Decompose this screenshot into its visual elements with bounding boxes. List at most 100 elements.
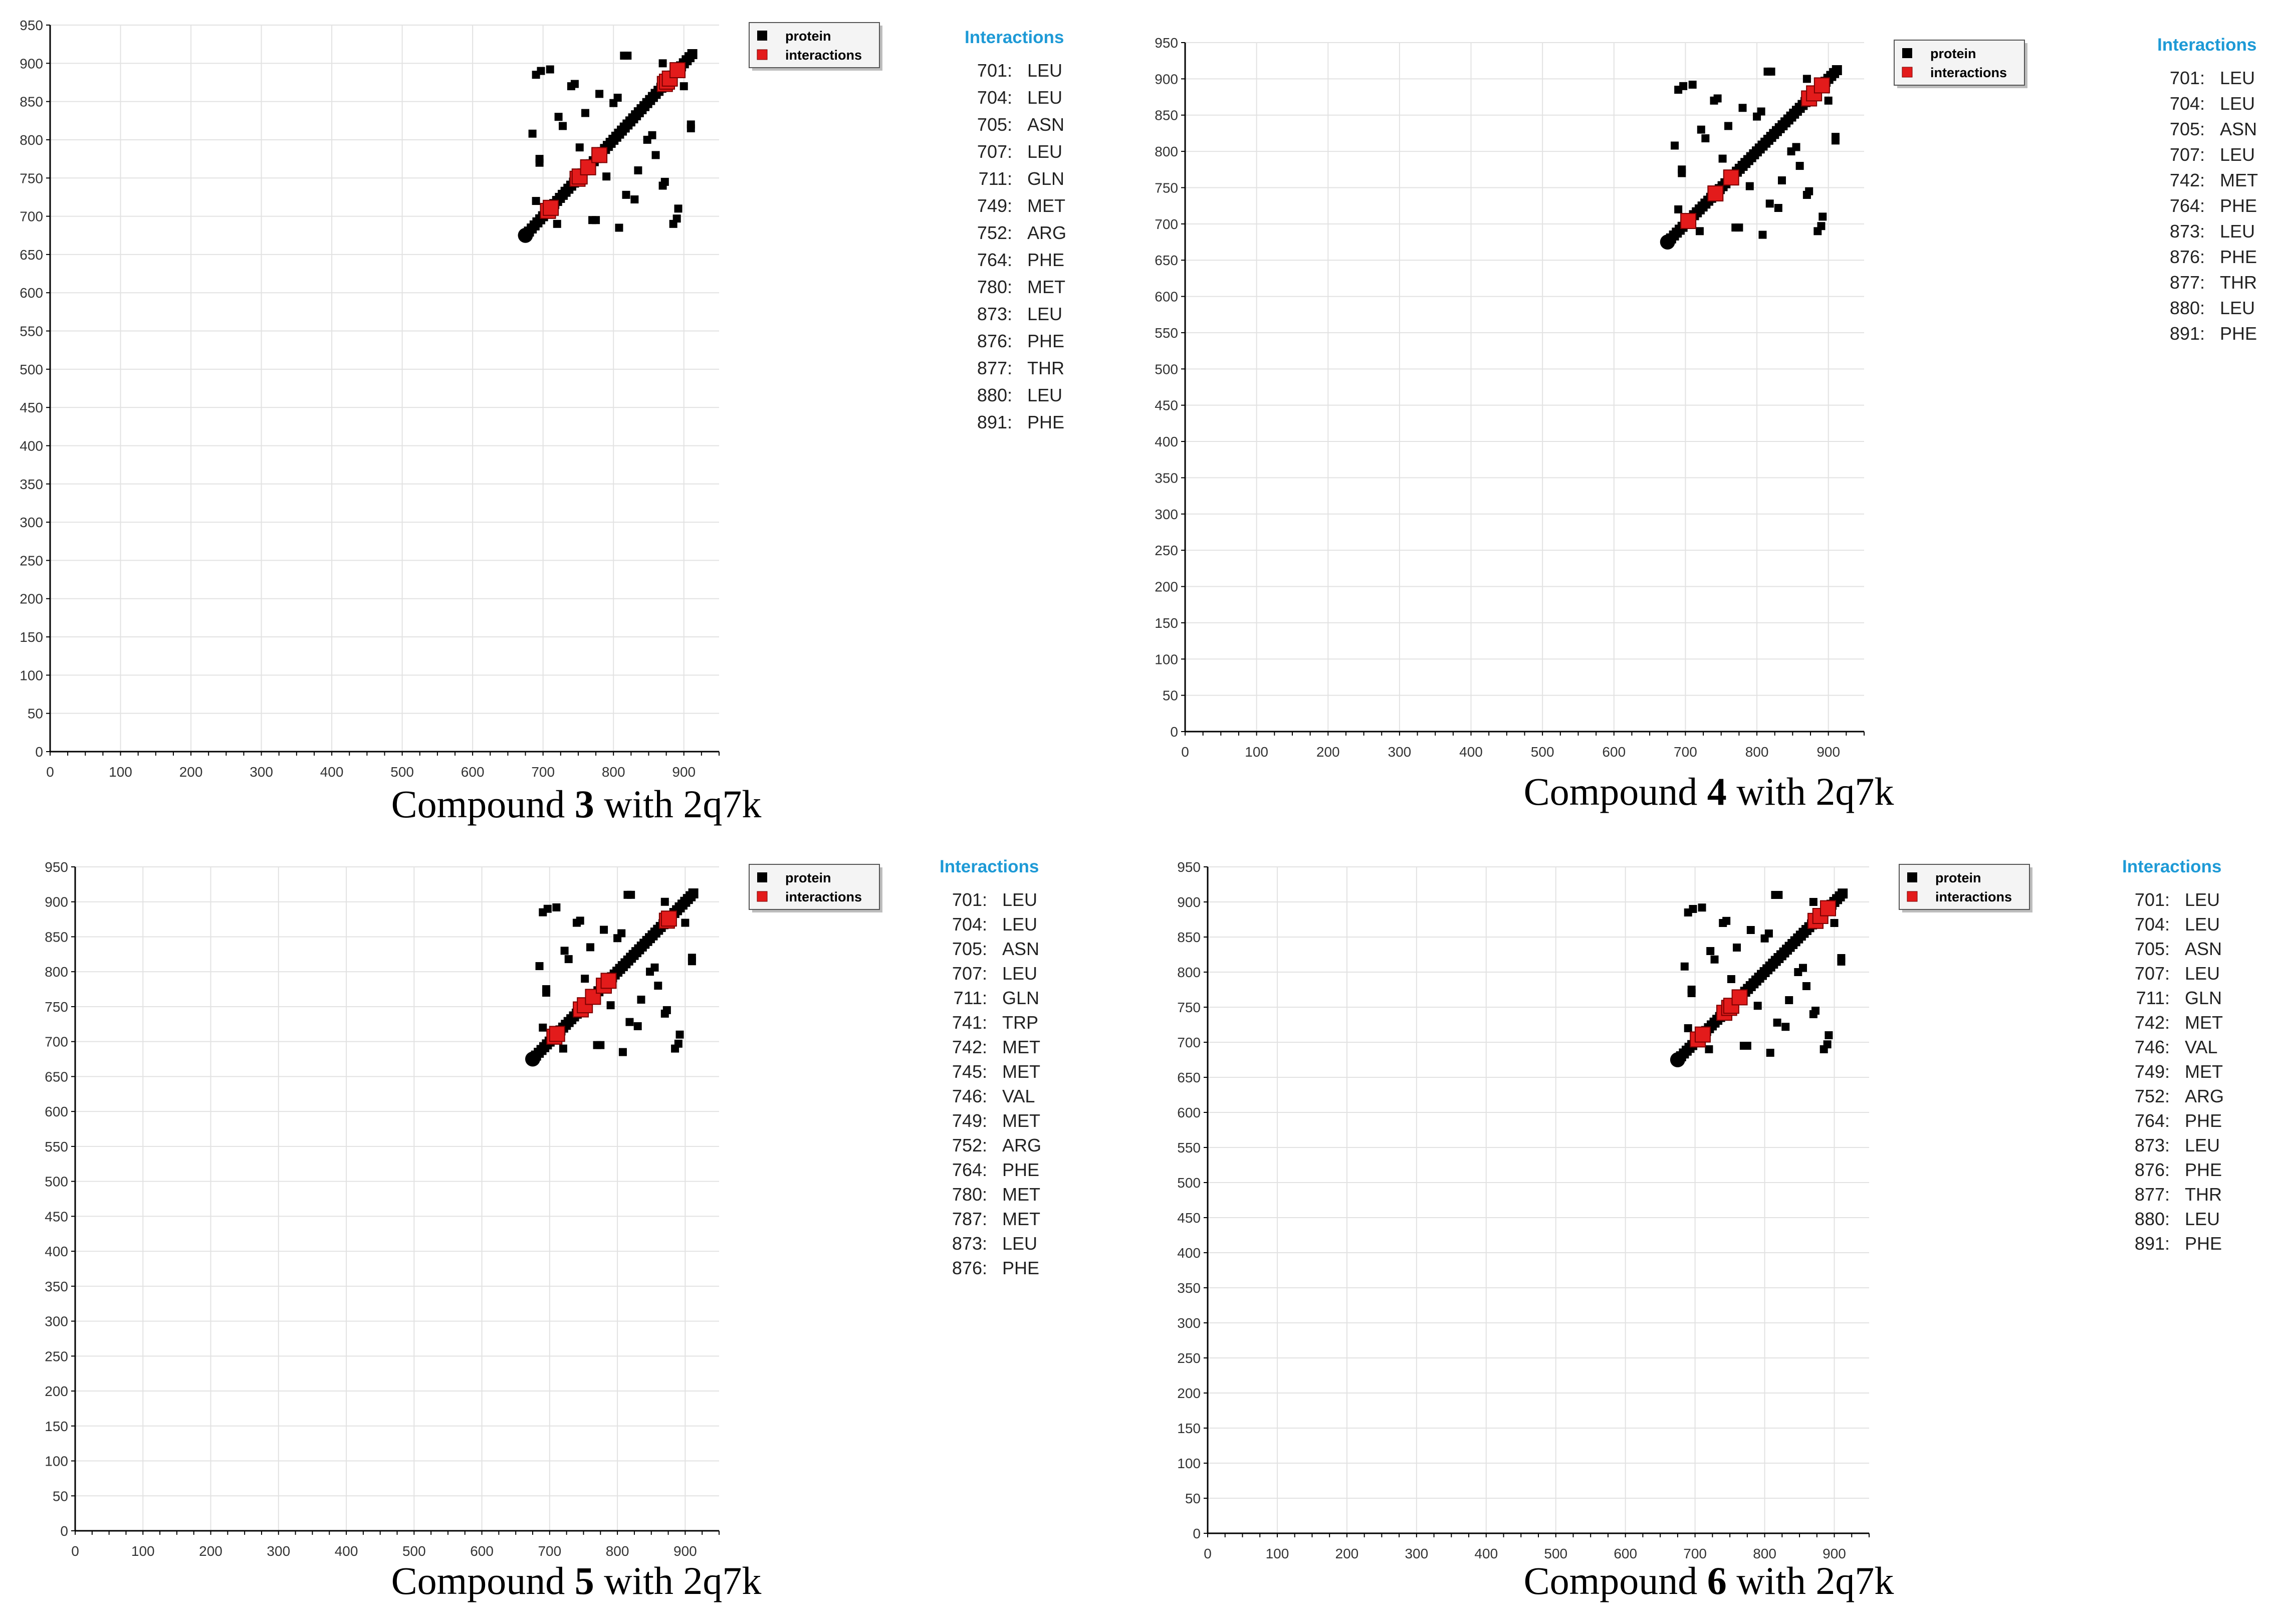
residue-name: LEU [1002,963,1038,984]
interaction-row: 704: LEU [2117,914,2220,935]
y-tick-label: 650 [45,1069,68,1084]
residue-number: 705: [977,114,1012,135]
protein-point [646,968,654,976]
protein-point [615,223,623,232]
residue-number: 876: [977,331,1012,351]
protein-point [1773,1018,1781,1027]
residue-name: MET [1027,277,1065,297]
interaction-row: 746: VAL [2117,1037,2217,1058]
y-tick-label: 300 [1155,507,1178,522]
interaction-row: 745: MET [935,1061,1040,1082]
y-tick-label: 0 [60,1523,68,1539]
x-tick-label: 200 [1335,1546,1359,1561]
x-tick-label: 100 [1245,744,1268,760]
x-tick-label: 300 [1405,1546,1428,1561]
protein-point [679,82,688,91]
residue-name: LEU [1027,141,1063,162]
interaction-point [1723,169,1739,186]
residue-number: 764: [2169,195,2205,216]
y-tick-label: 950 [45,859,68,875]
chart-panel-2: 0 100 200 300 400 500 600 700 800 900 0 50 100 150 200… [1148,30,2258,813]
protein-point [622,190,630,199]
protein-point [623,52,632,60]
legend-swatch-interactions [757,891,768,902]
protein-point [559,1044,567,1053]
interaction-point [591,147,608,163]
interaction-row: 707: LEU [2152,144,2255,165]
protein-point [537,67,545,75]
residue-number: 876: [2169,247,2205,267]
residue-number: 701: [952,889,987,910]
legend: protein interactions [1899,864,2032,912]
protein-point [627,890,635,899]
interaction-row: 749: MET [960,195,1065,216]
protein-point [1701,134,1710,143]
y-tick-label: 150 [45,1419,68,1434]
protein-point [1679,82,1688,90]
residue-number: 877: [977,358,1012,378]
x-tick-label: 700 [1674,744,1697,760]
protein-point [1671,141,1679,150]
protein-point [651,151,660,159]
residue-name: PHE [1027,331,1065,351]
interaction-row: 873: LEU [935,1233,1037,1254]
legend-label-protein: protein [785,870,831,885]
residue-name: LEU [2185,914,2220,935]
residue-number: 764: [2134,1110,2170,1131]
interaction-row: 764: PHE [960,250,1064,271]
protein-point [586,943,594,952]
residue-number: 742: [2169,170,2205,190]
y-tick-label: 800 [1155,144,1178,159]
residue-number: 873: [2134,1135,2170,1155]
x-tick-label: 500 [390,764,414,780]
y-tick-label: 100 [20,667,43,683]
residue-number: 876: [2134,1159,2170,1180]
residue-name: MET [2185,1061,2223,1082]
residue-number: 705: [2169,119,2205,139]
protein-point [1718,154,1727,163]
y-tick-label: 600 [1155,289,1178,305]
interaction-row: 701: LEU [960,60,1062,81]
residue-number: 891: [977,412,1012,432]
interaction-row: 880: LEU [960,385,1062,406]
protein-point [564,955,573,964]
contact-map-chart: 0 100 200 300 400 500 600 700 800 900 0 50 100 150 200… [45,859,882,1559]
residue-name: GLN [2185,988,2222,1008]
interaction-row: 891: PHE [2152,323,2257,344]
x-tick-label: 400 [335,1543,358,1559]
residue-name: ASN [1027,114,1065,135]
protein-point [1777,176,1786,184]
protein-point [1706,947,1715,955]
x-tick-label: 900 [673,1543,697,1559]
interaction-row: 704: LEU [960,87,1062,108]
interaction-row: 876: PHE [2117,1159,2222,1181]
protein-point [1838,888,1848,899]
protein-point [543,904,552,913]
y-tick-label: 400 [1155,434,1178,449]
legend-label-interactions: interactions [785,48,862,63]
protein-point [1795,162,1804,170]
legend-label-interactions: interactions [785,889,862,904]
y-tick-label: 700 [1177,1035,1201,1050]
y-tick-label: 250 [1177,1350,1201,1366]
x-tick-label: 400 [1474,1546,1498,1561]
y-tick-label: 200 [1155,579,1178,595]
x-tick-label: 800 [602,764,625,780]
y-tick-label: 300 [45,1314,68,1329]
residue-number: 704: [2169,93,2205,114]
residue-name: MET [2185,1012,2223,1033]
protein-point [567,82,575,91]
x-tick-label: 400 [320,764,344,780]
y-tick-label: 650 [1155,253,1178,268]
y-tick-label: 0 [1170,724,1178,740]
interaction-row: 701: LEU [2152,68,2255,89]
protein-point [1794,968,1802,976]
x-tick-label: 0 [46,764,54,780]
legend-swatch-protein [757,872,767,882]
residue-name: LEU [1027,304,1063,324]
x-tick-label: 100 [1266,1546,1289,1561]
protein-point [634,166,642,174]
protein-point [1724,122,1732,130]
residue-name: ASN [1002,939,1040,959]
protein-point [1684,1024,1692,1032]
